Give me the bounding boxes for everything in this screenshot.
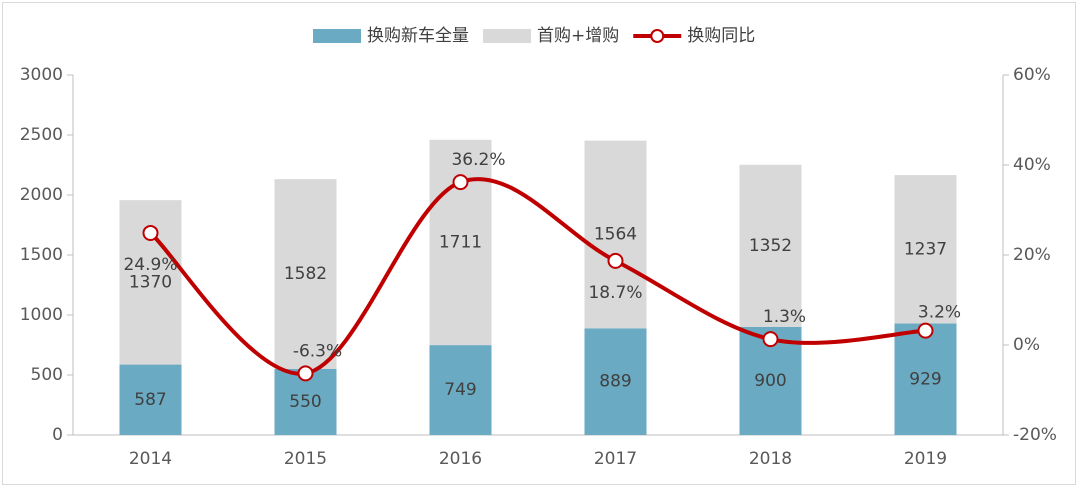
right-tick-label: 40% <box>1013 155 1051 175</box>
yoy-value-label-2016: 36.2% <box>451 150 505 170</box>
bar-value-label-2014: 587 <box>134 390 166 410</box>
left-tick-label: 2000 <box>20 185 63 205</box>
yoy-line: 24.9% -6.3% 36.2% 18.7% 1.3% 3.2% <box>123 150 961 382</box>
yoy-point-2017 <box>607 252 624 269</box>
legend-label-2: 换购同比 <box>687 26 755 46</box>
left-tick-label: 3000 <box>20 65 63 85</box>
bar-value-label-2018: 900 <box>754 371 786 391</box>
legend-label-0: 换购新车全量 <box>367 26 469 46</box>
bar-first-add-2018 <box>739 164 802 327</box>
yoy-point-2019 <box>917 322 934 339</box>
x-tick-label: 2019 <box>904 449 947 469</box>
x-tick-label: 2017 <box>594 449 637 469</box>
right-tick-label: 60% <box>1013 65 1051 85</box>
x-tick-label: 2015 <box>284 449 327 469</box>
bar-value-label-2014: 1370 <box>129 272 172 292</box>
yoy-value-label-2019: 3.2% <box>918 303 961 323</box>
bar-first-add-2019 <box>894 175 957 324</box>
yoy-line-path <box>148 177 928 376</box>
bar-replacement-2019 <box>894 323 957 435</box>
legend: 换购新车全量 首购+增购 换购同比 <box>313 26 755 46</box>
bar-value-label-2016: 749 <box>444 380 476 400</box>
right-tick-label: -20% <box>1013 425 1057 445</box>
bars: 587 550 749 889 900 929 1370 1582 1711 1564 1352 12… <box>119 139 957 435</box>
left-tick-label: 500 <box>31 365 63 385</box>
yoy-point-2016 <box>452 174 469 191</box>
yoy-value-label-2015: -6.3% <box>293 341 342 361</box>
left-tick-label: 0 <box>52 425 63 445</box>
legend-swatch-0 <box>313 29 361 43</box>
left-tick-label: 1000 <box>20 305 63 325</box>
bar-first-add-2015 <box>274 179 337 369</box>
right-tick-label: 0% <box>1013 335 1040 355</box>
x-tick-label: 2018 <box>749 449 792 469</box>
yoy-value-label-2018: 1.3% <box>763 307 806 327</box>
yoy-point-2018 <box>762 331 779 348</box>
bar-first-add-2016 <box>429 139 492 346</box>
bar-value-label-2017: 889 <box>599 372 631 392</box>
bar-replacement-2016 <box>429 345 492 435</box>
legend-swatch-1 <box>483 29 531 43</box>
x-tick-label: 2014 <box>129 449 172 469</box>
bar-value-label-2019: 1237 <box>904 239 947 259</box>
bar-replacement-2017 <box>584 328 647 435</box>
bar-value-label-2019: 929 <box>909 369 941 389</box>
legend-marker-2 <box>650 29 665 43</box>
bar-value-label-2017: 1564 <box>594 224 637 244</box>
left-tick-label: 1500 <box>20 245 63 265</box>
bar-value-label-2016: 1711 <box>439 232 482 252</box>
legend-label-1: 首购+增购 <box>537 26 619 46</box>
right-tick-label: 20% <box>1013 245 1051 265</box>
x-tick-label: 2016 <box>439 449 482 469</box>
yoy-point-2015 <box>297 365 314 382</box>
yoy-value-label-2017: 18.7% <box>588 283 642 303</box>
left-tick-label: 2500 <box>20 125 63 145</box>
left-y-axis: 0 500 1000 1500 2000 2500 3000 <box>20 65 74 445</box>
yoy-point-2014 <box>142 224 159 241</box>
bar-value-label-2015: 550 <box>289 392 321 412</box>
right-y-axis: -20% 0% 20% 40% 60% <box>1002 65 1057 445</box>
x-axis: 2014 2015 2016 2017 2018 2019 <box>73 434 1003 469</box>
bar-first-add-2017 <box>584 140 647 329</box>
bar-replacement-2014 <box>119 364 182 435</box>
bar-value-label-2015: 1582 <box>284 264 327 284</box>
bar-value-label-2018: 1352 <box>749 236 792 256</box>
yoy-value-label-2014: 24.9% <box>123 255 177 275</box>
combo-chart: 换购新车全量 首购+增购 换购同比 0 500 1000 1500 2000 2500 3000… <box>20 26 1057 469</box>
